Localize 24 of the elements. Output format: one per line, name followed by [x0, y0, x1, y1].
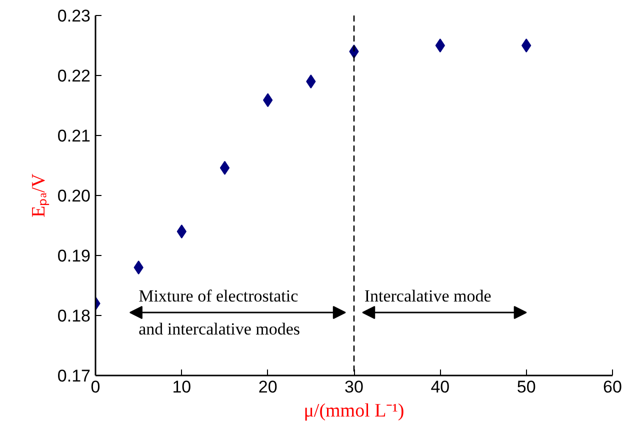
annotation: Mixture of electrostatic and intercalative modes [138, 286, 300, 339]
x-axis-title: μ/(mmol L⁻¹) [304, 400, 404, 422]
point [134, 260, 144, 274]
y-tick-label: 0.22 [57, 66, 91, 86]
y-tick-label: 0.17 [57, 366, 91, 386]
x-tick-label: 0 [90, 378, 100, 396]
annotation: Intercalative mode [364, 286, 492, 306]
x-tick-label: 30 [344, 378, 364, 396]
y-tick-label: 0.20 [57, 186, 91, 206]
point [435, 38, 445, 52]
y-axis-title: Eₚₐ/V [28, 173, 50, 218]
y-tick-label: 0.21 [57, 126, 91, 146]
point [176, 224, 186, 238]
x-tick-label: 50 [516, 378, 536, 396]
point [220, 160, 230, 175]
x-tick-label: 20 [258, 378, 278, 396]
point [306, 74, 316, 88]
y-tick-label: 0.18 [57, 306, 91, 326]
y-tick-label: 0.19 [57, 246, 91, 266]
x-tick-label: 40 [430, 378, 450, 396]
x-tick-label: 60 [603, 378, 622, 396]
x-tick-label: 10 [172, 378, 192, 396]
point [522, 38, 532, 52]
y-tick-label: 0.23 [57, 6, 91, 26]
